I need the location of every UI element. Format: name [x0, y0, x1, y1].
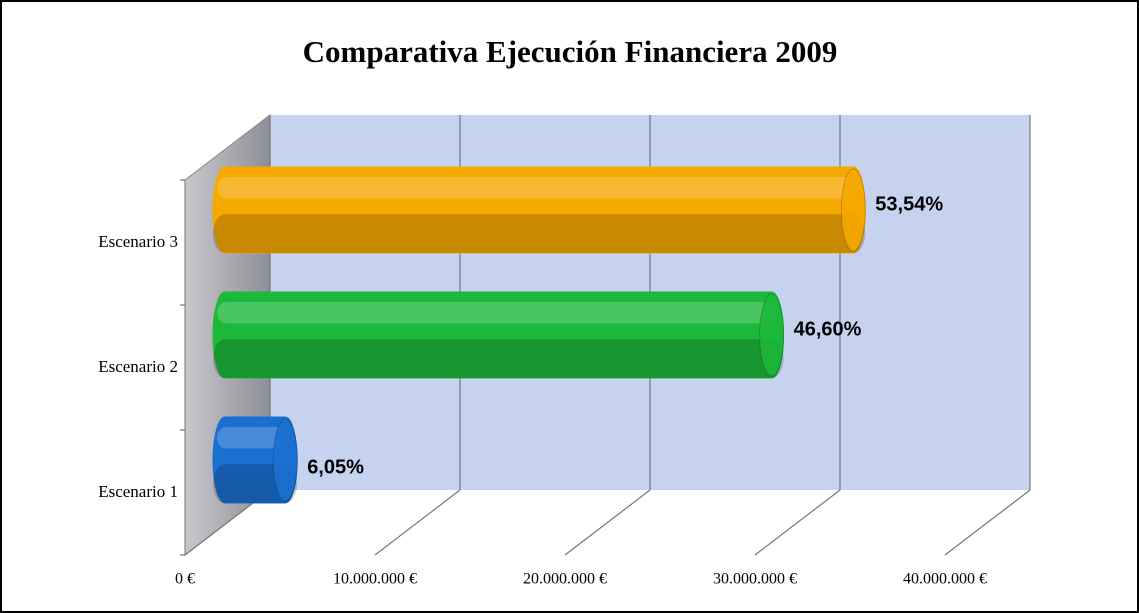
floor-grid-line	[754, 489, 841, 556]
chart-title: Comparativa Ejecución Financiera 2009	[303, 34, 838, 69]
bar-cap	[272, 418, 298, 502]
bar-highlight	[217, 302, 776, 324]
category-label: Escenario 1	[98, 482, 178, 501]
data-label: 53,54%	[875, 193, 943, 215]
x-tick-label: 30.000.000 €	[713, 571, 797, 588]
bar-shade	[213, 214, 866, 253]
x-tick-label: 10.000.000 €	[333, 571, 417, 588]
bar-highlight	[217, 427, 290, 449]
floor-grid-line	[944, 489, 1031, 556]
data-label: 6,05%	[307, 456, 364, 478]
floor-grid-line	[564, 489, 651, 556]
bar-shade	[213, 339, 784, 378]
x-tick-label: 20.000.000 €	[523, 571, 607, 588]
bar-cap	[759, 293, 785, 377]
data-label: 46,60%	[794, 318, 862, 340]
bar-highlight	[217, 177, 858, 199]
x-tick-label: 0 €	[175, 571, 195, 588]
category-label: Escenario 2	[98, 357, 178, 376]
category-label: Escenario 3	[98, 232, 178, 251]
floor-grid-line	[374, 489, 461, 556]
x-tick-label: 40.000.000 €	[903, 571, 987, 588]
bar-cap	[840, 168, 866, 252]
